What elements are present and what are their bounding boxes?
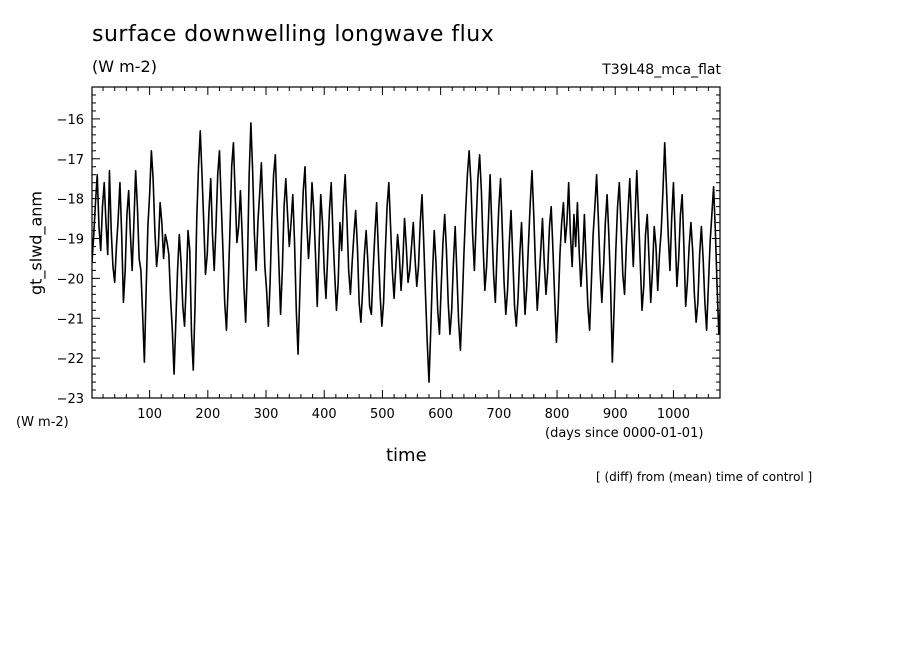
- x-tick-label: 200: [195, 407, 220, 422]
- x-axis-units: (days since 0000-01-01): [545, 426, 704, 441]
- y-tick-label: −18: [57, 193, 84, 208]
- x-axis-label: time: [386, 445, 427, 466]
- x-tick-label: 100: [137, 407, 162, 422]
- x-tick-label: 1000: [657, 407, 690, 422]
- series-line-0: [92, 122, 720, 383]
- x-tick-label: 800: [545, 407, 570, 422]
- y-tick-label: −20: [57, 272, 84, 287]
- x-tick-label: 300: [254, 407, 279, 422]
- chart-units-label: (W m-2): [92, 57, 157, 76]
- y-tick-label: −17: [57, 153, 84, 168]
- y-tick-label: −22: [57, 352, 84, 367]
- y-tick-label: −21: [57, 312, 84, 327]
- y-tick-label: −23: [57, 392, 84, 407]
- x-tick-label: 600: [428, 407, 453, 422]
- x-tick-label: 500: [370, 407, 395, 422]
- chart-title: surface downwelling longwave flux: [92, 22, 495, 47]
- y-tick-label: −16: [57, 113, 84, 128]
- chart-note: [ (diff) from (mean) time of control ]: [596, 470, 813, 484]
- x-tick-label: 900: [603, 407, 628, 422]
- x-tick-label: 400: [312, 407, 337, 422]
- y-axis-units: (W m-2): [16, 415, 69, 430]
- plot-area: 100 200 300 400 500 600 700 800 900 1000 −16 −17 −18…: [57, 86, 721, 422]
- x-tick-label: 700: [486, 407, 511, 422]
- run-label: T39L48_mca_flat: [602, 62, 721, 78]
- y-tick-label: −19: [57, 233, 84, 248]
